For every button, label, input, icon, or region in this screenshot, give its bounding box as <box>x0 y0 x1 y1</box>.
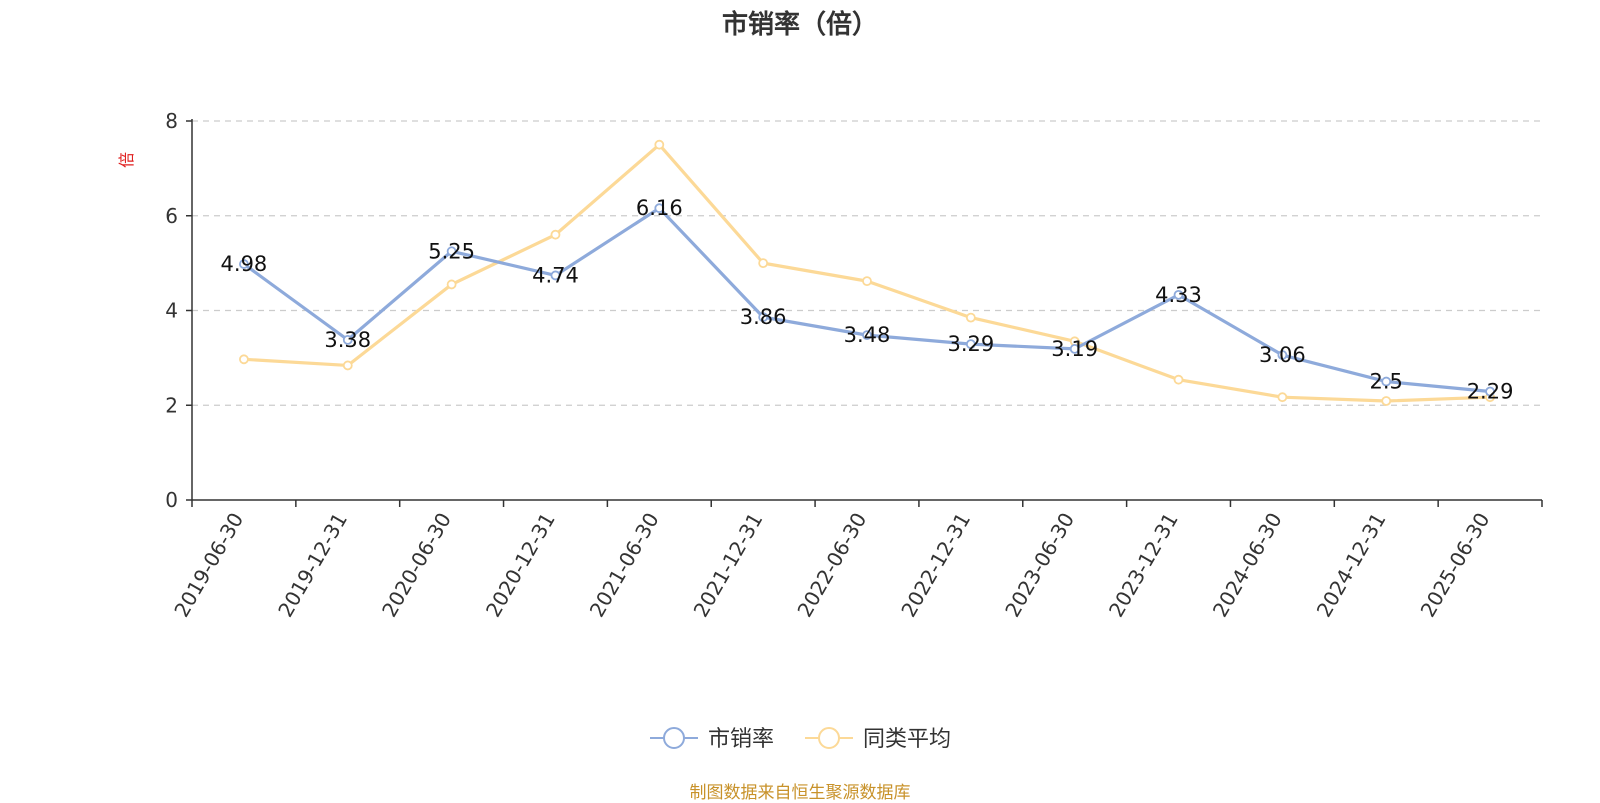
y-tick-label: 6 <box>165 204 178 228</box>
y-tick-label: 4 <box>165 299 178 323</box>
x-tick-label: 2023-06-30 <box>1000 509 1079 622</box>
data-label: 2.5 <box>1370 370 1403 394</box>
axes <box>191 119 1542 501</box>
legend-label: 市销率 <box>708 727 774 752</box>
data-point <box>1173 374 1184 385</box>
data-point <box>446 279 457 290</box>
data-point <box>342 360 353 371</box>
y-axis-ticks: 0 2 4 6 8 <box>165 109 192 512</box>
data-label: 4.98 <box>221 252 268 276</box>
data-point <box>965 339 976 350</box>
x-tick-label: 2019-12-31 <box>273 509 352 622</box>
data-point <box>239 259 249 269</box>
grid-lines <box>192 120 1542 406</box>
y-tick-label: 0 <box>165 488 178 512</box>
x-tick-label: 2022-06-30 <box>792 509 871 622</box>
legend-label: 同类平均 <box>863 727 951 752</box>
data-label: 4.33 <box>1155 283 1202 307</box>
data-point <box>654 139 665 150</box>
data-point <box>446 246 457 257</box>
data-label: 4.74 <box>532 263 579 287</box>
x-tick-label: 2025-06-30 <box>1416 509 1495 622</box>
data-labels: 4.98 3.38 5.25 4.74 6.16 3.86 3.48 3.29 3.19 4.33… <box>221 196 1514 403</box>
x-tick-label: 2024-12-31 <box>1312 509 1391 622</box>
y-axis-unit: 倍 <box>117 152 136 168</box>
data-point <box>862 330 872 341</box>
data-label: 3.86 <box>740 305 787 329</box>
x-tick-label: 2021-12-31 <box>689 509 768 622</box>
data-point <box>1277 350 1288 360</box>
legend-marker <box>663 727 685 749</box>
x-tick-label: 2020-06-30 <box>377 508 456 621</box>
data-label: 3.38 <box>324 328 371 352</box>
legend-item[interactable]: 市销率 <box>650 727 774 752</box>
data-point <box>654 203 665 214</box>
data-point <box>239 354 249 365</box>
data-point <box>550 229 561 240</box>
data-label: 2.29 <box>1467 380 1514 404</box>
y-tick-label: 2 <box>165 393 178 417</box>
data-label: 3.48 <box>844 323 891 347</box>
data-point <box>1485 386 1495 397</box>
data-point <box>342 334 353 345</box>
series-group <box>239 139 1495 406</box>
data-point <box>1069 343 1080 354</box>
chart-title: 市销率（倍） <box>721 10 878 40</box>
x-tick-label: 2020-12-31 <box>481 509 560 622</box>
y-tick-label: 8 <box>165 109 178 133</box>
data-label: 3.29 <box>947 332 994 356</box>
data-label: 3.06 <box>1259 343 1306 367</box>
data-point <box>965 312 976 323</box>
data-point <box>1173 289 1184 300</box>
data-point <box>1381 396 1392 406</box>
data-point <box>758 258 769 269</box>
x-tick-label: 2019-06-30 <box>169 509 248 622</box>
x-tick-label: 2023-12-31 <box>1104 509 1183 622</box>
data-point <box>550 270 561 281</box>
x-axis-ticks: 2019-06-30 2019-12-31 2020-06-30 2020-12-31… <box>169 500 1543 622</box>
x-tick-label: 2024-06-30 <box>1208 509 1287 622</box>
data-point <box>862 276 872 287</box>
legend-marker <box>818 727 840 749</box>
data-point <box>758 312 769 323</box>
x-tick-label: 2022-12-31 <box>896 509 975 622</box>
x-tick-label: 2021-06-30 <box>585 509 664 622</box>
source-note: 制图数据来自恒生聚源数据库 <box>689 783 911 803</box>
data-point <box>1277 392 1288 403</box>
data-label: 6.16 <box>636 196 683 220</box>
legend-item[interactable]: 同类平均 <box>805 727 951 752</box>
data-point <box>1381 376 1392 387</box>
legend[interactable]: 市销率 同类平均 <box>650 727 951 752</box>
data-label: 3.19 <box>1051 337 1098 361</box>
data-label: 5.25 <box>428 239 475 263</box>
